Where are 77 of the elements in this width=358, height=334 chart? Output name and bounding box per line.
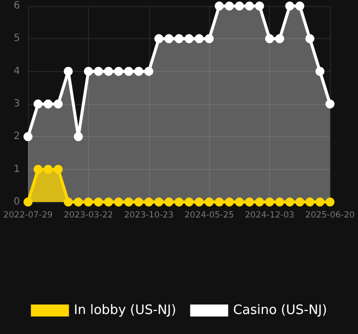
point — [44, 100, 53, 108]
x-tick-label: 2023-10-23 — [124, 210, 174, 220]
x-tick-label: 2023-03-22 — [64, 210, 114, 220]
y-tick-label: 6 — [14, 0, 20, 12]
point — [104, 66, 114, 76]
point — [234, 2, 244, 10]
point — [295, 2, 304, 10]
x-tick-label: 2024-05-25 — [184, 210, 234, 220]
point — [285, 198, 294, 206]
point — [134, 66, 144, 76]
point — [275, 198, 284, 206]
point — [104, 198, 114, 206]
point — [326, 198, 334, 206]
point — [214, 2, 224, 10]
point — [74, 132, 83, 142]
point — [34, 100, 43, 108]
y-tick-label: 4 — [14, 66, 20, 77]
point — [24, 198, 32, 206]
point — [244, 198, 254, 206]
point — [134, 198, 144, 206]
point — [94, 198, 103, 206]
point — [24, 132, 32, 142]
point — [326, 100, 334, 108]
point — [224, 2, 234, 10]
point — [74, 198, 83, 206]
point — [234, 198, 244, 206]
point — [124, 198, 134, 206]
y-tick-label: 5 — [14, 33, 20, 44]
point — [114, 198, 124, 206]
point — [285, 2, 294, 10]
point — [34, 164, 43, 174]
point — [305, 198, 314, 206]
point — [255, 198, 264, 206]
point — [154, 34, 164, 44]
point — [64, 66, 73, 76]
point — [244, 2, 254, 10]
point — [154, 198, 164, 206]
point — [265, 34, 274, 44]
point — [315, 66, 324, 76]
point — [174, 198, 184, 206]
point — [214, 198, 224, 206]
y-tick-label: 2 — [14, 131, 20, 142]
point — [194, 34, 204, 44]
y-tick-label: 1 — [14, 164, 20, 175]
point — [255, 2, 264, 10]
x-tick-label: 2022-07-29 — [3, 210, 53, 220]
legend-label: Casino (US-NJ) — [233, 303, 328, 318]
point — [164, 34, 174, 44]
point — [204, 34, 214, 44]
y-tick-label: 3 — [14, 98, 20, 110]
point — [184, 34, 194, 44]
point — [54, 100, 63, 108]
point — [84, 198, 93, 206]
point — [305, 34, 314, 44]
point — [124, 66, 134, 76]
point — [174, 34, 184, 44]
point — [94, 66, 103, 76]
point — [84, 66, 93, 76]
point — [144, 198, 154, 206]
point — [265, 198, 274, 206]
y-tick-label: 0 — [14, 196, 20, 208]
point — [224, 198, 234, 206]
point — [275, 34, 284, 44]
point — [295, 198, 304, 206]
x-tick-label: 2025-06-20 — [305, 210, 355, 220]
point — [64, 198, 73, 206]
x-tick-label: 2024-12-03 — [244, 210, 294, 220]
point — [54, 164, 63, 174]
point — [315, 198, 324, 206]
legend-label: In lobby (US-NJ) — [74, 303, 176, 318]
point — [194, 198, 204, 206]
point — [164, 198, 174, 206]
point — [204, 198, 214, 206]
point — [44, 164, 53, 174]
point — [184, 198, 194, 206]
point — [114, 66, 124, 76]
point — [144, 66, 154, 76]
